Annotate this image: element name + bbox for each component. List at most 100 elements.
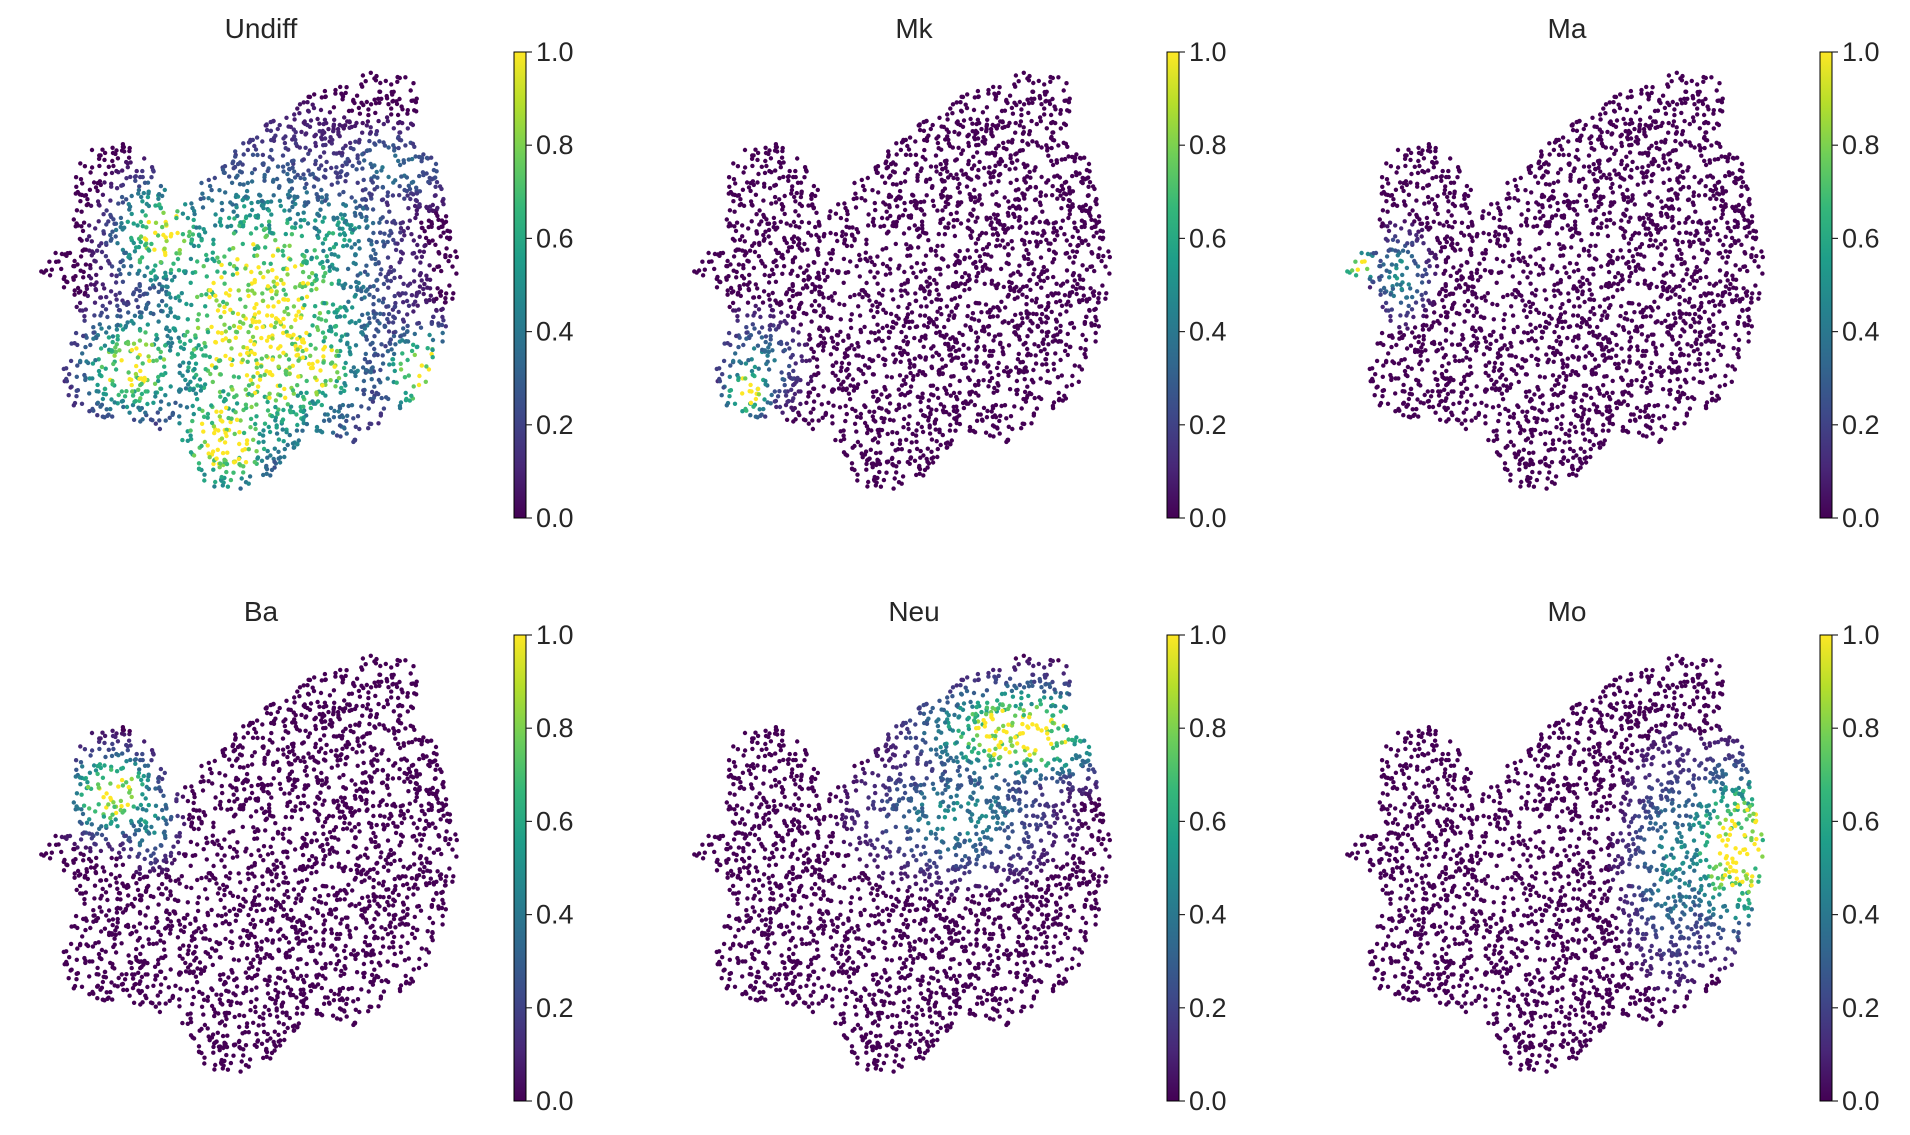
cell-point [357,203,363,209]
cell-point [292,175,298,180]
cell-point [1043,193,1049,198]
cell-point [343,179,348,184]
cell-point [314,277,319,282]
cell-point [360,73,366,78]
cell-point [1057,175,1063,180]
cell-point [381,296,386,301]
cell-point [313,132,318,137]
cell-point [129,318,134,324]
cell-point [842,351,848,356]
cell-point [292,194,297,199]
cell-point [362,295,367,300]
cell-point [1100,236,1105,242]
cell-point [399,174,404,179]
cell-point [162,187,167,193]
cell-point [151,311,156,317]
cell-point [91,330,96,335]
cell-point [706,250,711,256]
cell-point [887,401,893,406]
cell-point [1050,260,1055,265]
cell-point [1001,369,1007,374]
cell-point [1039,102,1044,107]
cell-point [318,368,323,373]
cell-point [831,403,836,408]
cell-point [951,218,956,223]
cell-point [261,428,266,433]
cell-point [108,406,113,412]
cell-point [754,231,760,236]
cell-point [353,343,359,348]
cell-point [756,366,761,371]
cell-point [152,381,158,386]
cell-point [310,323,315,328]
cell-point [368,125,373,130]
cell-point [409,348,415,354]
cell-point [856,304,861,309]
cell-point [872,409,877,414]
cell-point [957,181,962,187]
cell-point [217,414,222,419]
cell-point [884,209,889,214]
cell-point [417,202,422,208]
cell-point [755,150,761,156]
cell-point [777,389,782,394]
cell-point [221,299,226,305]
cell-point [340,402,346,408]
cell-point [232,164,238,170]
cell-point [728,363,733,368]
cell-point [109,272,114,278]
cell-point [997,418,1002,424]
cell-point [369,238,374,244]
cell-point [756,392,762,397]
cell-point [948,422,953,428]
cell-point [1007,279,1012,285]
cell-point [1070,373,1075,379]
cell-point [1007,387,1013,392]
cell-point [1067,344,1073,350]
cell-point [130,389,135,394]
cell-point [109,264,115,269]
cell-point [985,408,990,414]
cell-point [868,269,873,274]
cell-point [779,341,784,347]
cell-point [386,329,392,334]
cell-point [184,301,189,307]
cell-point [1058,357,1063,363]
cell-point [329,281,334,286]
cell-point [358,211,363,217]
cell-point [215,269,220,274]
cell-point [828,352,834,357]
cell-point [946,317,951,323]
cell-point [881,287,886,293]
cell-point [762,236,767,242]
cell-point [373,101,379,106]
cell-point [875,254,880,259]
cell-point [1066,215,1071,221]
cell-point [934,287,939,293]
cell-point [898,180,903,186]
cell-point [111,361,116,367]
cell-point [125,219,130,224]
cell-point [938,297,944,303]
cell-point [820,415,825,420]
cell-point [263,234,268,240]
cell-point [965,313,970,319]
cell-point [349,195,354,200]
cell-point [873,419,878,424]
cell-point [448,253,453,259]
cell-point [1091,234,1096,239]
cell-point [820,348,826,353]
cell-point [806,230,811,235]
cell-point [120,168,125,173]
cell-point [324,193,329,198]
cell-point [115,322,121,328]
cell-point [1031,413,1036,418]
cell-point [1052,104,1057,109]
cell-point [126,155,132,160]
cell-point [264,354,269,359]
cell-point [439,224,444,229]
cell-point [281,297,286,302]
cell-point [243,215,249,221]
cell-point [431,167,437,173]
cell-point [143,243,148,248]
